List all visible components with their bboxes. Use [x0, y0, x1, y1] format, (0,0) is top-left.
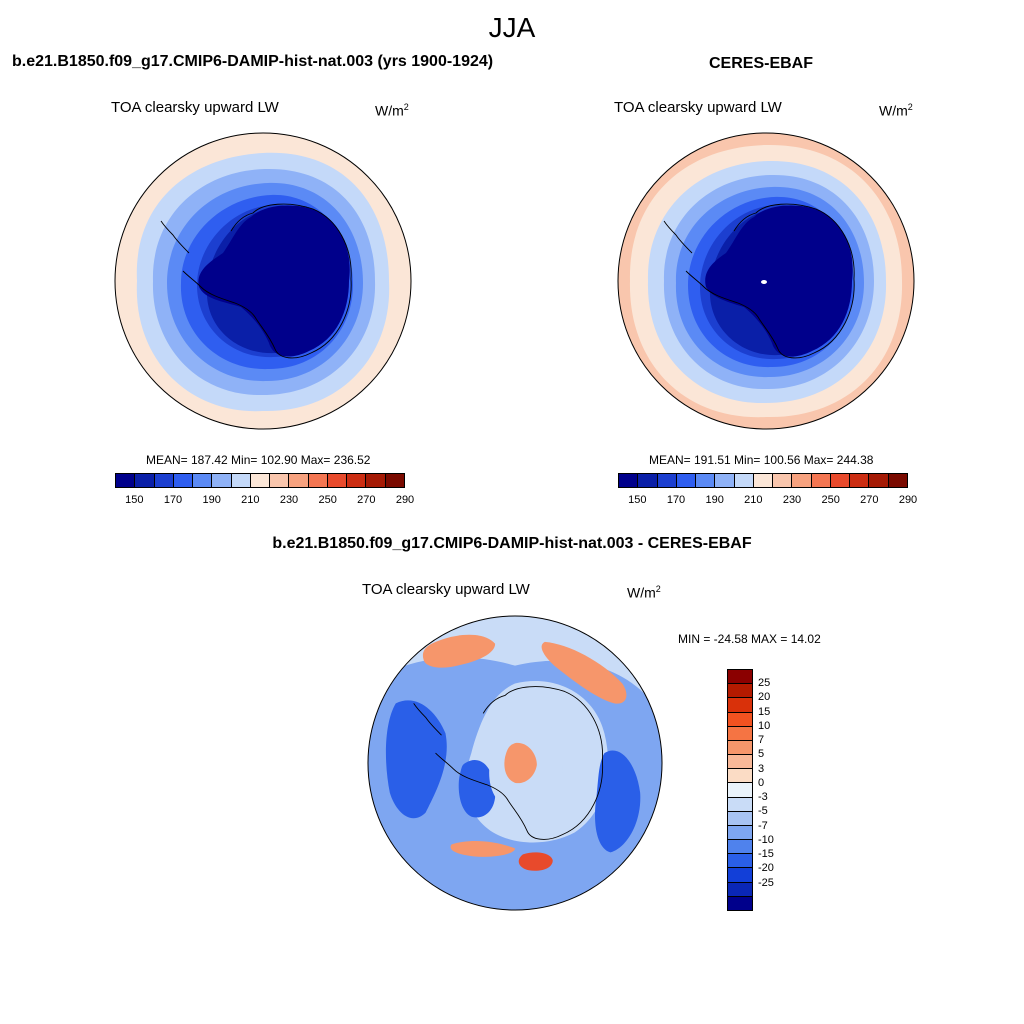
colorbar-swatch: [792, 474, 812, 487]
colorbar-tick-label: 210: [241, 494, 260, 506]
model-panel-title: b.e21.B1850.f09_g17.CMIP6-DAMIP-hist-nat…: [12, 53, 494, 70]
model-variable-label: TOA clearsky upward LW: [111, 99, 279, 116]
colorbar-swatch: [154, 474, 174, 487]
colorbar-swatch: [753, 474, 774, 487]
obs-panel-title: CERES-EBAF: [709, 55, 814, 72]
colorbar-swatch: [385, 474, 404, 487]
colorbar-swatch: [888, 474, 907, 487]
colorbar-swatch: [366, 474, 386, 487]
colorbar-swatch: [728, 868, 752, 883]
diff-stats: MIN = -24.58 MAX = 14.02: [678, 632, 821, 646]
colorbar-tick-label: -3: [758, 791, 768, 804]
colorbar-swatch: [250, 474, 271, 487]
colorbar-swatch: [676, 474, 697, 487]
colorbar-swatch: [193, 474, 213, 487]
colorbar-tick-label: 250: [318, 494, 337, 506]
colorbar-tick-label: 20: [758, 691, 771, 704]
colorbar-tick-label: 230: [782, 494, 802, 506]
season-title: JJA: [488, 12, 536, 43]
colorbar-swatch: [869, 474, 889, 487]
colorbar-swatch: [327, 474, 348, 487]
model-stats: MEAN= 187.42 Min= 102.90 Max= 236.52: [146, 453, 371, 467]
colorbar-tick-label: 170: [666, 494, 686, 506]
colorbar-tick-label: 270: [860, 494, 879, 506]
colorbar-swatch: [728, 783, 752, 798]
obs-stats: MEAN= 191.51 Min= 100.56 Max= 244.38: [649, 453, 874, 467]
colorbar-swatch: [734, 474, 754, 487]
colorbar-tick-label: -25: [758, 876, 774, 889]
colorbar-tick-label: 150: [628, 494, 647, 506]
diff-panel-title: b.e21.B1850.f09_g17.CMIP6-DAMIP-hist-nat…: [272, 535, 752, 552]
obs-variable-label: TOA clearsky upward LW: [614, 99, 782, 116]
diff-colorbar: [727, 669, 753, 911]
colorbar-swatch: [638, 474, 658, 487]
colorbar-tick-label: 270: [357, 494, 376, 506]
colorbar-swatch: [289, 474, 309, 487]
colorbar-tick-label: 3: [758, 762, 765, 775]
colorbar-swatch: [728, 811, 752, 826]
colorbar-swatch: [830, 474, 851, 487]
colorbar-tick-label: 7: [758, 734, 765, 747]
colorbar-tick-label: 190: [705, 494, 724, 506]
colorbar-swatch: [728, 769, 752, 784]
colorbar-tick-label: 15: [758, 705, 771, 718]
colorbar-swatch: [728, 896, 752, 910]
colorbar-tick-label: 170: [163, 494, 183, 506]
colorbar-tick-label: 5: [758, 748, 765, 761]
colorbar-swatch: [715, 474, 735, 487]
obs-units-label: W/m2: [879, 102, 913, 119]
colorbar-swatch: [811, 474, 831, 487]
colorbar-swatch: [728, 684, 752, 699]
diff-variable-label: TOA clearsky upward LW: [362, 581, 530, 598]
diff-polar-map: [367, 615, 663, 911]
colorbar-tick-label: 250: [821, 494, 840, 506]
model-polar-map: [114, 132, 412, 430]
colorbar-swatch: [728, 755, 752, 770]
colorbar-swatch: [619, 474, 639, 487]
colorbar-tick-label: -7: [758, 819, 768, 832]
colorbar-swatch: [728, 882, 752, 897]
colorbar-swatch: [728, 840, 752, 855]
colorbar-tick-label: 190: [202, 494, 221, 506]
colorbar-swatch: [850, 474, 870, 487]
colorbar-swatch: [173, 474, 194, 487]
colorbar-tick-label: 150: [125, 494, 144, 506]
obs-colorbar: [618, 473, 908, 488]
colorbar-swatch: [728, 740, 752, 756]
colorbar-tick-label: 290: [395, 494, 415, 506]
colorbar-tick-label: 10: [758, 719, 771, 732]
colorbar-tick-label: -20: [758, 862, 774, 875]
colorbar-swatch: [728, 854, 752, 869]
model-colorbar: [115, 473, 405, 488]
colorbar-tick-label: -10: [758, 833, 774, 846]
colorbar-swatch: [212, 474, 232, 487]
colorbar-tick-label: 0: [758, 776, 765, 789]
obs-polar-map: [617, 132, 915, 430]
colorbar-swatch: [270, 474, 290, 487]
colorbar-swatch: [116, 474, 136, 487]
colorbar-swatch: [728, 712, 752, 727]
colorbar-swatch: [728, 698, 752, 713]
colorbar-swatch: [657, 474, 677, 487]
diff-units-label: W/m2: [627, 584, 661, 601]
colorbar-swatch: [308, 474, 328, 487]
colorbar-swatch: [231, 474, 251, 487]
model-units-label: W/m2: [375, 102, 409, 119]
colorbar-tick-label: 210: [744, 494, 763, 506]
colorbar-swatch: [773, 474, 793, 487]
colorbar-tick-label: 290: [898, 494, 918, 506]
colorbar-swatch: [696, 474, 716, 487]
colorbar-swatch: [728, 726, 752, 741]
colorbar-swatch: [135, 474, 155, 487]
colorbar-swatch: [728, 670, 752, 685]
colorbar-swatch: [728, 797, 752, 812]
colorbar-tick-label: 230: [279, 494, 299, 506]
colorbar-swatch: [728, 825, 752, 841]
colorbar-tick-label: -15: [758, 848, 774, 861]
colorbar-tick-label: -5: [758, 805, 768, 818]
colorbar-swatch: [347, 474, 367, 487]
colorbar-tick-label: 25: [758, 677, 771, 690]
